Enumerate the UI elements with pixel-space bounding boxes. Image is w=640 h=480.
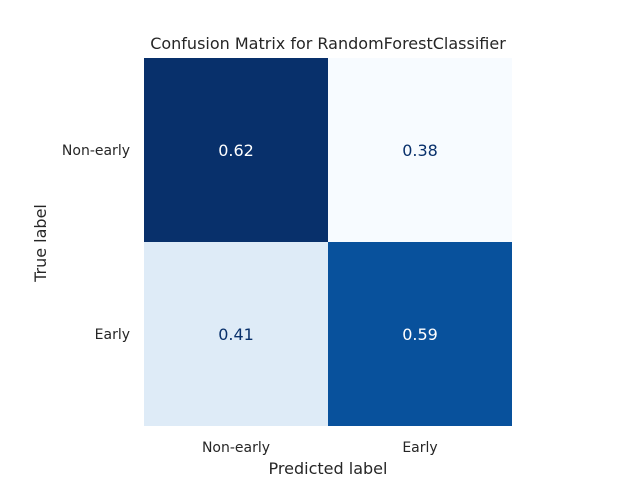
heatmap-cell: [328, 242, 512, 426]
heatmap-cell: [144, 242, 328, 426]
heatmap-cell: [328, 58, 512, 242]
x-tick-label: Non-early: [202, 440, 270, 456]
y-axis-label: True label: [31, 204, 50, 283]
y-tick-labels: Non-early Early: [62, 143, 130, 343]
y-tick-label: Early: [95, 327, 130, 343]
cell-value-label: 0.62: [218, 141, 254, 160]
x-axis-label: Predicted label: [269, 459, 388, 478]
cell-value-label: 0.59: [402, 325, 438, 344]
chart-title: Confusion Matrix for RandomForestClassif…: [150, 34, 506, 53]
heatmap-cell: [144, 58, 328, 242]
x-tick-label: Early: [402, 440, 437, 456]
heatmap-cell-labels: 0.62 0.38 0.41 0.59: [218, 141, 438, 344]
heatmap-cells: [144, 58, 512, 426]
cell-value-label: 0.38: [402, 141, 438, 160]
x-tick-labels: Non-early Early: [202, 440, 438, 456]
y-tick-label: Non-early: [62, 143, 130, 159]
cell-value-label: 0.41: [218, 325, 254, 344]
